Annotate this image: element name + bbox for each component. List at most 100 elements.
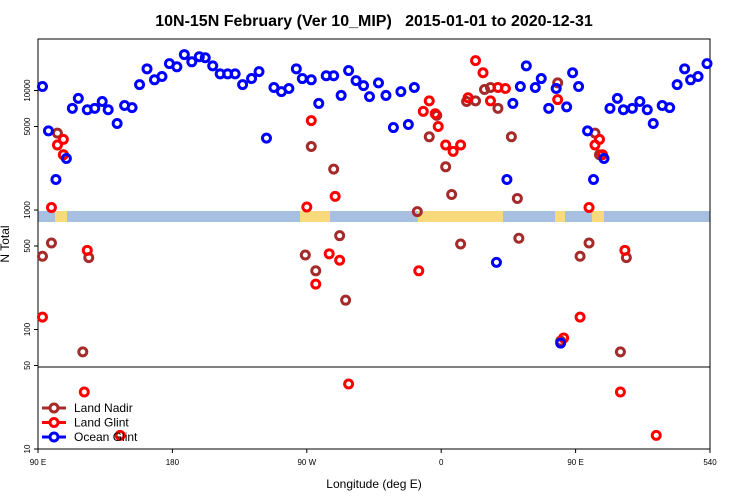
point <box>505 131 517 143</box>
x-tick-label: 180 <box>166 458 180 467</box>
legend-marker <box>48 431 60 443</box>
map-strip <box>38 211 710 222</box>
point <box>417 105 429 117</box>
point <box>593 133 605 145</box>
point <box>411 206 423 218</box>
legend-label: Ocean Glint <box>74 430 138 444</box>
land-strip <box>300 211 330 222</box>
point <box>598 152 610 164</box>
point <box>520 60 532 72</box>
point <box>141 63 153 75</box>
point <box>310 265 322 277</box>
y-tick-label: 500 <box>23 239 32 253</box>
point <box>42 125 54 137</box>
point <box>641 104 653 116</box>
point <box>334 230 346 242</box>
legend-entry: Land Glint <box>42 416 129 430</box>
point <box>574 250 586 262</box>
point <box>552 77 564 89</box>
legend-marker <box>48 417 60 428</box>
point <box>246 73 258 85</box>
legend-label: Land Glint <box>74 416 129 430</box>
point <box>477 67 489 79</box>
point <box>380 89 392 101</box>
point <box>455 139 467 151</box>
legend-marker <box>48 402 60 414</box>
point <box>313 97 325 109</box>
ocean-strip <box>38 211 710 222</box>
point <box>358 80 370 92</box>
point <box>343 65 355 77</box>
x-axis-label: Longitude (deg E) <box>326 477 421 491</box>
point <box>574 311 586 323</box>
y-tick-label: 10 <box>23 444 32 453</box>
point <box>126 102 138 114</box>
point <box>529 82 541 94</box>
legend-entry: Ocean Glint <box>42 430 138 444</box>
point <box>455 238 467 250</box>
point <box>413 265 425 277</box>
land-strip <box>592 211 604 222</box>
point <box>617 104 629 116</box>
point <box>701 58 713 70</box>
point <box>102 104 114 116</box>
point <box>582 125 594 137</box>
point <box>328 163 340 175</box>
chart-title: 10N-15N February (Ver 10_MIP) 2015-01-01… <box>155 13 593 30</box>
y-tick-label: 5000 <box>23 117 32 135</box>
point <box>343 378 355 390</box>
x-tick-label: 0 <box>439 458 444 467</box>
point <box>36 311 48 323</box>
point <box>583 237 595 249</box>
point <box>335 89 347 101</box>
point <box>60 152 72 164</box>
point <box>650 429 662 441</box>
point <box>423 131 435 143</box>
point <box>36 81 48 93</box>
point <box>543 102 555 114</box>
point <box>310 278 322 290</box>
point <box>89 102 101 114</box>
point <box>588 174 600 186</box>
point <box>432 121 444 133</box>
point <box>671 79 683 91</box>
point <box>511 192 523 204</box>
series <box>36 55 662 441</box>
point <box>501 174 513 186</box>
point <box>299 249 311 261</box>
point <box>507 97 519 109</box>
point <box>193 51 205 63</box>
point <box>51 139 63 151</box>
point <box>237 79 249 91</box>
point <box>207 60 219 72</box>
point <box>626 102 638 114</box>
point <box>387 122 399 134</box>
point <box>583 201 595 213</box>
point <box>229 68 241 80</box>
point <box>604 102 616 114</box>
point <box>260 132 272 144</box>
point <box>679 63 691 75</box>
point <box>290 63 302 75</box>
point <box>423 95 435 107</box>
point <box>395 86 407 98</box>
point <box>364 91 376 103</box>
point <box>372 77 384 89</box>
point <box>573 81 585 93</box>
x-tick-label: 90 E <box>30 458 46 467</box>
x-tick-label: 540 <box>703 458 717 467</box>
point <box>552 94 564 106</box>
point <box>305 141 317 153</box>
y-tick-label: 50 <box>23 360 32 369</box>
x-tick-label: 90 E <box>567 458 583 467</box>
land-strip <box>555 211 565 222</box>
point <box>561 101 573 113</box>
point <box>329 190 341 202</box>
point <box>647 117 659 129</box>
point <box>178 49 190 61</box>
point <box>490 256 502 268</box>
y-tick-label: 10000 <box>23 79 32 102</box>
point <box>614 386 626 398</box>
point <box>440 139 452 151</box>
